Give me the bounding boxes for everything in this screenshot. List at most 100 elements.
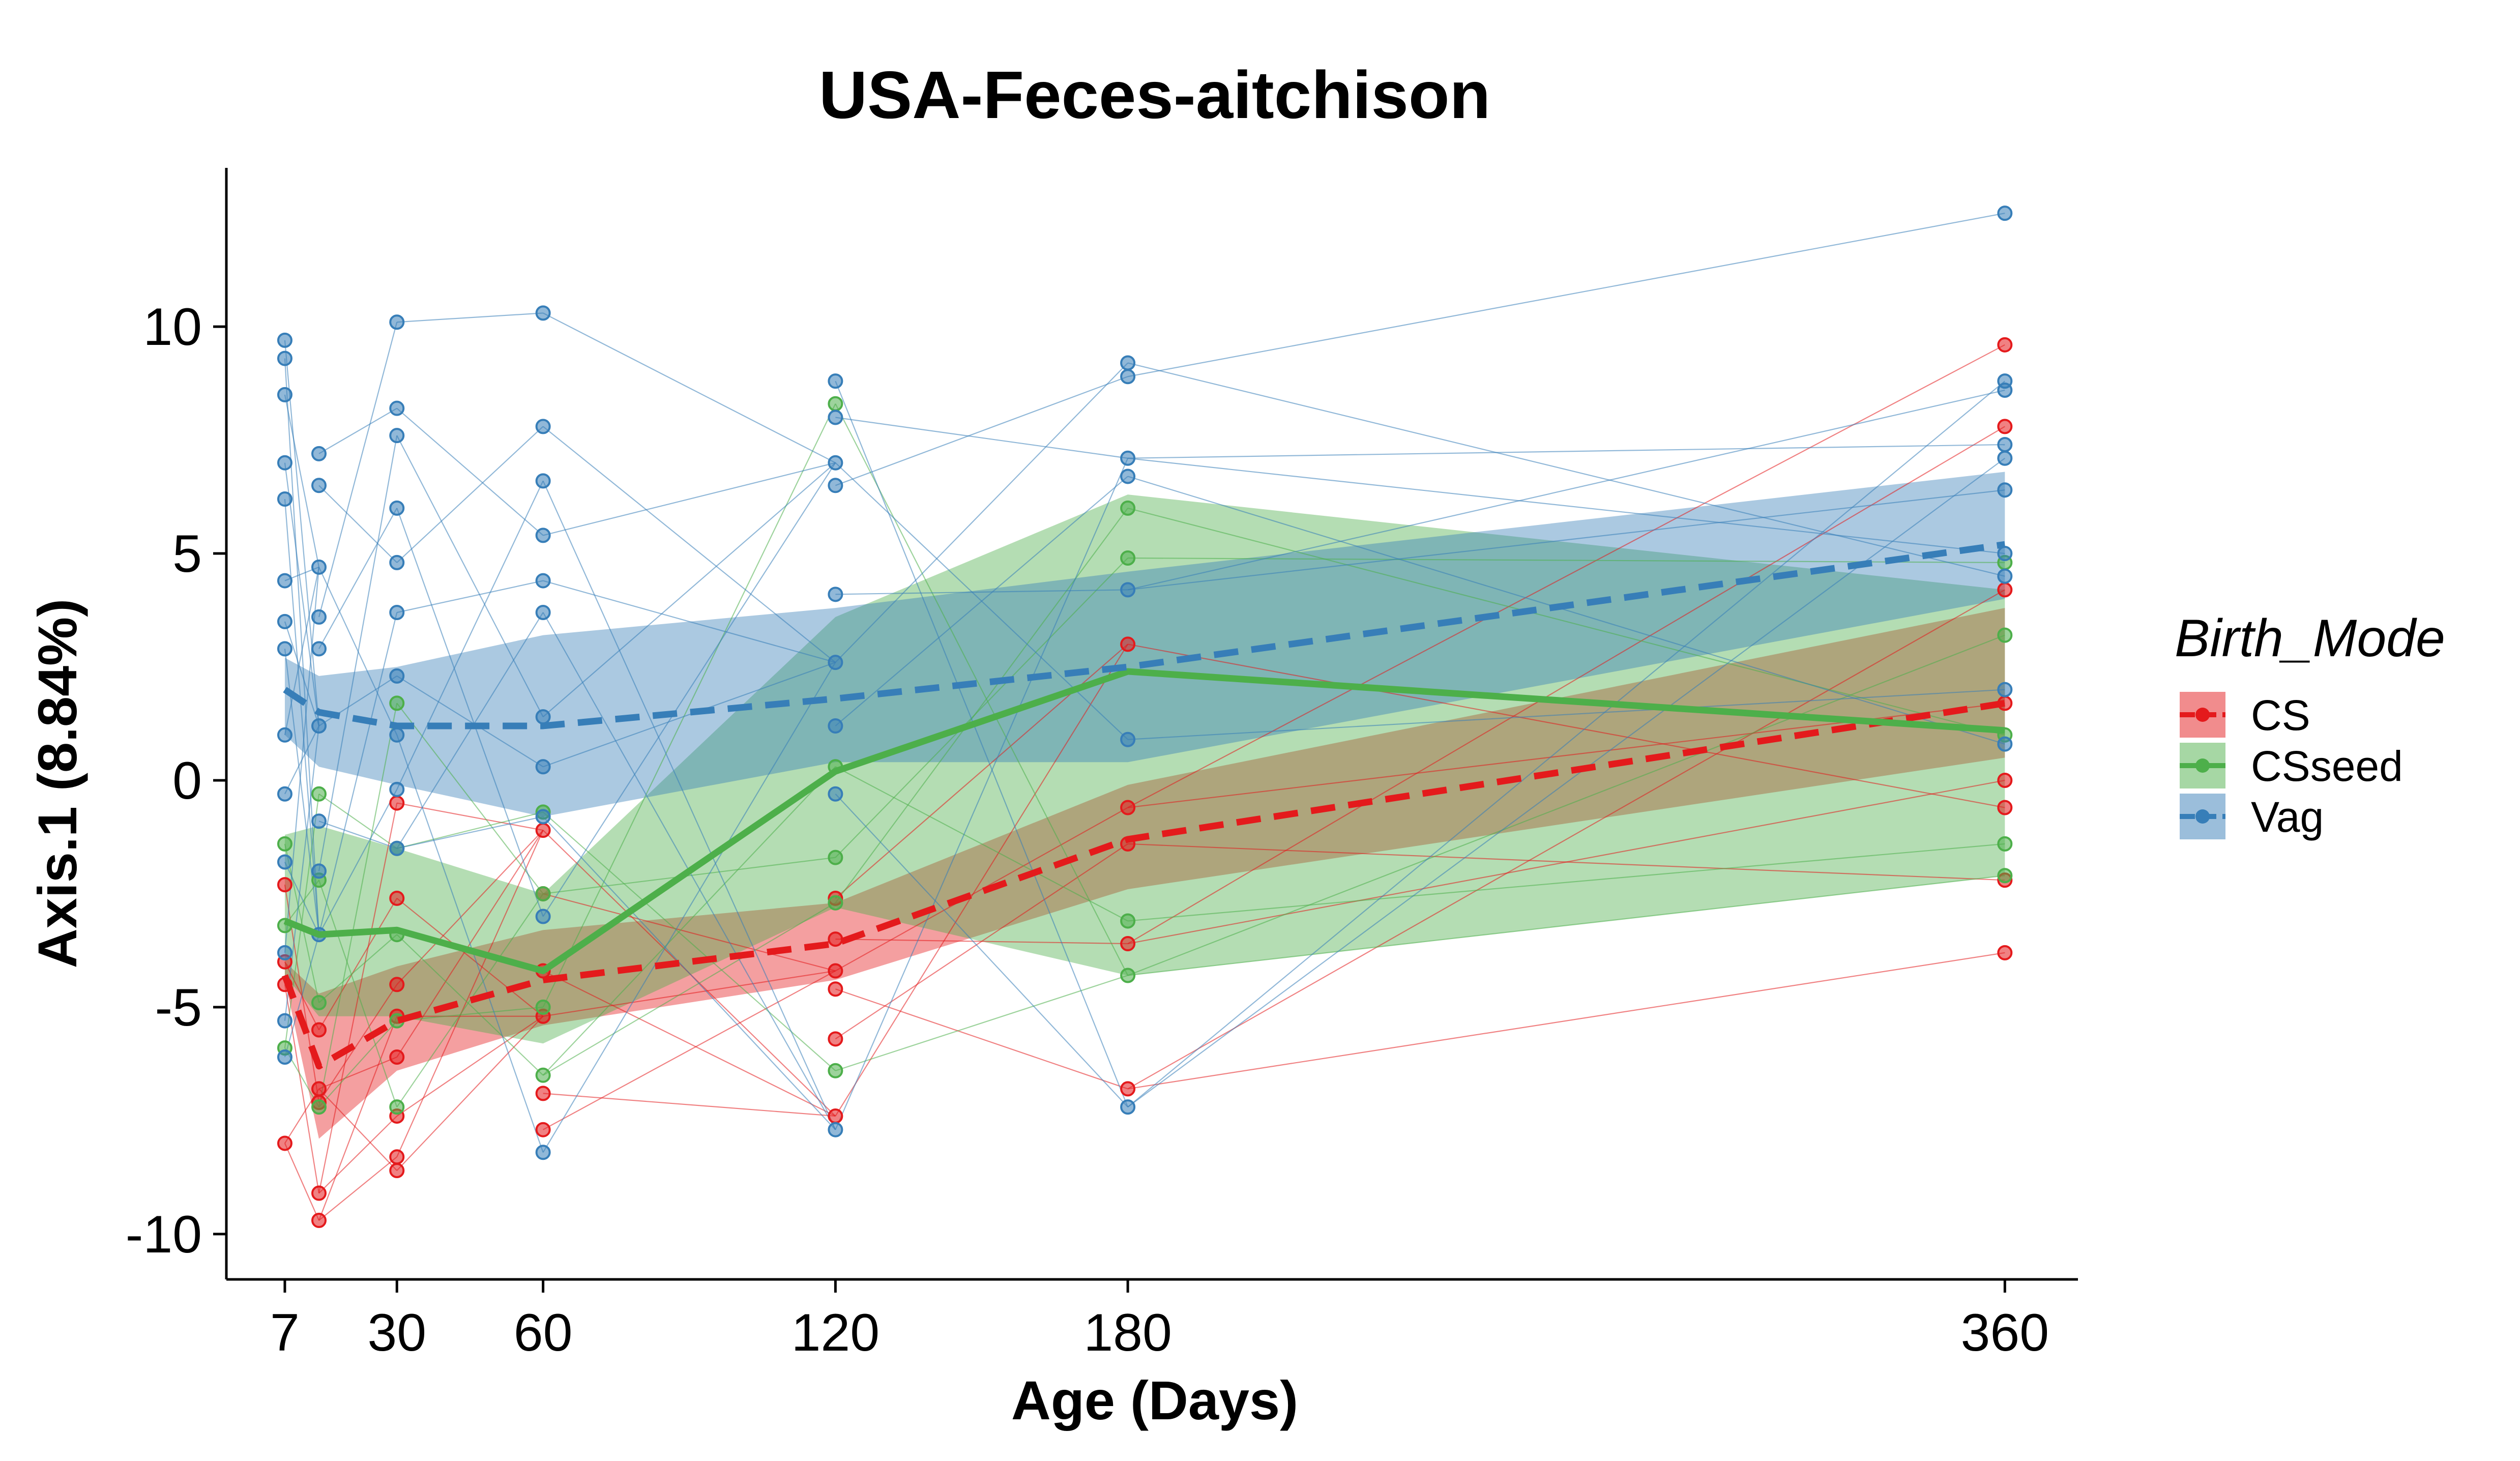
point-cs <box>1120 636 1136 652</box>
trajectory-vag <box>396 612 544 849</box>
trajectory-cs <box>835 939 1128 945</box>
point-vag <box>1997 482 2013 498</box>
point-csseed <box>535 1067 551 1083</box>
trajectory-cs <box>318 1056 397 1090</box>
point-vag <box>311 641 327 657</box>
trajectory-csseed <box>543 902 836 1076</box>
point-vag <box>389 605 405 620</box>
trajectory-vag <box>284 934 320 1058</box>
point-cs <box>535 823 551 838</box>
trajectory-csseed <box>318 703 398 1107</box>
point-cs <box>828 1031 843 1047</box>
trajectory-vag <box>835 417 1128 459</box>
trajectory-vag <box>835 458 1129 1130</box>
trajectory-csseed <box>543 857 836 895</box>
trajectory-csseed <box>1128 843 2005 922</box>
point-vag <box>311 478 327 493</box>
trajectory-csseed <box>542 811 836 1071</box>
subject-trajectories <box>284 213 2006 1221</box>
point-vag <box>1120 450 1136 466</box>
trajectory-cs <box>1127 952 2005 1090</box>
legend-dot-cs <box>2195 708 2210 722</box>
y-tick-label: 10 <box>143 298 202 357</box>
trajectory-vag <box>835 589 1128 595</box>
point-vag <box>277 387 292 402</box>
trajectory-cs <box>543 1093 836 1117</box>
point-vag <box>828 655 843 670</box>
trajectory-vag <box>396 508 544 917</box>
trajectory-vag <box>318 435 398 871</box>
trajectory-vag <box>1128 444 2005 459</box>
trajectory-vag <box>397 580 543 613</box>
trajectory-vag <box>397 312 543 323</box>
trajectory-cs <box>396 1015 544 1171</box>
point-cs <box>1120 1081 1136 1097</box>
trajectory-vag <box>396 735 544 1153</box>
point-vag <box>277 786 292 802</box>
point-vag <box>535 419 551 434</box>
point-csseed <box>828 850 843 865</box>
trajectory-csseed <box>396 811 543 849</box>
point-vag <box>828 455 843 471</box>
trajectory-vag <box>284 725 319 795</box>
point-vag <box>535 1145 551 1160</box>
point-cs <box>389 1149 405 1165</box>
point-cs <box>389 795 405 811</box>
point-vag <box>535 605 551 620</box>
x-tick-label: 360 <box>1961 1303 2049 1362</box>
trajectory-vag <box>1128 689 2005 740</box>
trajectory-csseed <box>835 403 1129 976</box>
point-vag <box>1120 582 1136 598</box>
point-cs <box>1120 936 1136 952</box>
point-vag <box>1997 383 2013 398</box>
trajectory-vag <box>1127 489 2005 591</box>
point-cs <box>1997 772 2013 788</box>
trajectory-cs <box>1127 589 2005 1090</box>
legend-label-csseed: CSseed <box>2251 742 2403 790</box>
trajectory-vag <box>1127 476 2005 745</box>
point-cs <box>389 977 405 992</box>
trajectory-vag <box>284 725 320 1021</box>
trajectory-csseed <box>318 934 397 1003</box>
point-vag <box>389 400 405 416</box>
chart-title: USA-Feces-aitchison <box>819 57 1490 132</box>
trajectory-cs <box>396 898 544 1017</box>
point-cs <box>535 1086 551 1101</box>
x-tick-label: 60 <box>514 1303 573 1362</box>
trajectory-vag <box>542 662 836 1153</box>
trajectory-vag <box>1127 457 2005 554</box>
trajectory-csseed <box>835 558 1128 858</box>
point-csseed <box>1120 550 1136 566</box>
ci-band-cs <box>284 608 2005 1139</box>
point-cs <box>277 1135 292 1151</box>
trajectory-cs <box>318 1016 398 1221</box>
trajectory-cs <box>396 1015 544 1117</box>
point-vag <box>535 709 551 725</box>
point-vag <box>277 332 292 348</box>
point-vag <box>311 559 327 575</box>
trajectory-vag <box>284 862 319 935</box>
trajectory-vag <box>318 407 397 454</box>
point-csseed <box>311 786 327 802</box>
point-cs <box>389 1162 405 1178</box>
trajectory-vag <box>397 816 543 849</box>
point-vag <box>389 668 405 684</box>
point-vag <box>1120 469 1136 484</box>
point-vag <box>389 781 405 797</box>
trajectory-csseed <box>396 703 544 894</box>
legend-dot-csseed <box>2195 758 2210 773</box>
trajectory-vag <box>284 462 320 726</box>
legend-dot-vag <box>2195 809 2210 824</box>
trajectory-cs <box>835 807 1128 972</box>
point-csseed <box>535 886 551 901</box>
trajectory-vag <box>284 394 320 568</box>
point-cs <box>277 877 292 893</box>
trajectory-vag <box>284 499 320 935</box>
point-vag <box>277 491 292 507</box>
point-vag <box>311 813 327 829</box>
point-vag <box>535 909 551 924</box>
trajectory-vag <box>542 480 836 1130</box>
point-cs <box>311 1081 327 1097</box>
point-cs <box>311 1185 327 1201</box>
